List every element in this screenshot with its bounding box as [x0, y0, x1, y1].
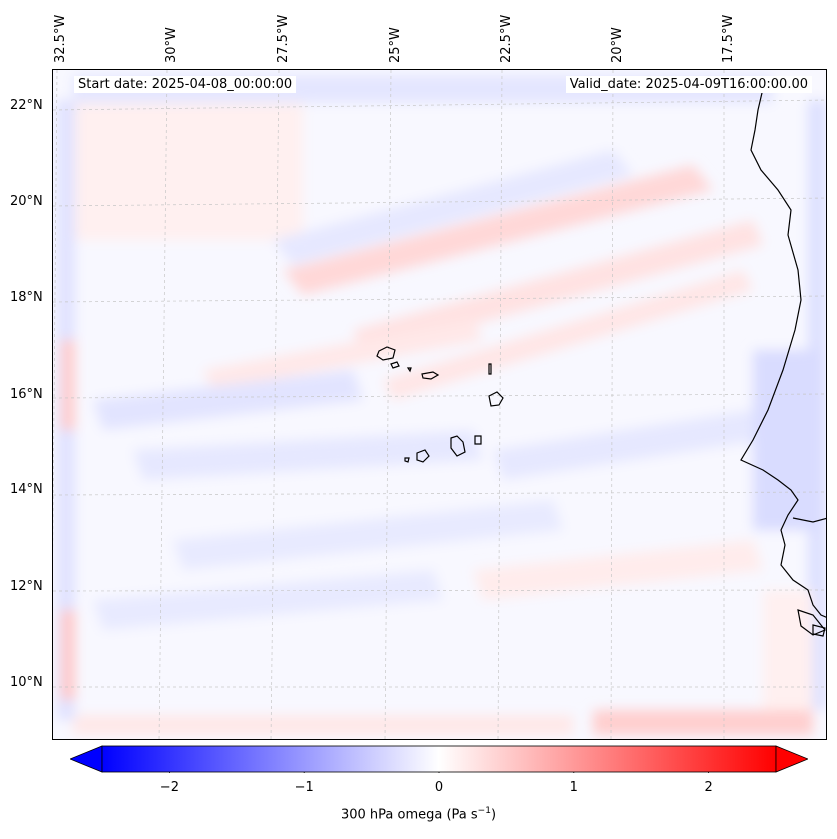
- map-panel: [52, 69, 827, 740]
- lon-label-30w: 30°W: [164, 27, 179, 63]
- colorbar-tick-label: 2: [704, 780, 713, 795]
- field-patch: [173, 500, 563, 570]
- field-patch: [353, 220, 763, 355]
- grid-line: [270, 70, 280, 739]
- colorbar-tick-label: −1: [294, 780, 314, 795]
- lon-label-32-5w: 32.5°W: [53, 14, 68, 63]
- omega-field-patches: [57, 75, 826, 735]
- lat-label-14n: 14°N: [10, 482, 43, 497]
- island-sao-nicolau: [421, 371, 440, 380]
- omega-field-map: [53, 70, 826, 739]
- field-patch: [763, 590, 813, 710]
- lat-label-12n: 12°N: [10, 579, 43, 594]
- field-patch: [63, 100, 303, 240]
- field-patch: [383, 270, 753, 400]
- lon-label-17-5w: 17.5°W: [721, 14, 736, 63]
- field-patch: [61, 610, 75, 700]
- colorbar-max-extend: [775, 745, 810, 773]
- island-santa-luzia: [406, 367, 412, 373]
- lon-label-22-5w: 22.5°W: [499, 14, 514, 63]
- colorbar-title-sup: −1: [477, 806, 491, 816]
- island-maio: [474, 435, 482, 445]
- coastline: [740, 79, 826, 637]
- gambia-river: [792, 517, 826, 523]
- island-santiago: [450, 435, 466, 457]
- colorbar-graphic: [68, 745, 810, 776]
- island-santo-antao: [376, 346, 396, 361]
- grid-line: [158, 70, 168, 739]
- lat-label-10n: 10°N: [10, 675, 43, 690]
- colorbar-tick-label: 1: [569, 780, 578, 795]
- colorbar: [68, 745, 810, 776]
- africa-coast: [740, 79, 826, 618]
- lon-label-25w: 25°W: [388, 27, 403, 63]
- cape-verde-islands: [376, 346, 504, 463]
- island-sal: [488, 363, 492, 375]
- lon-label-27-5w: 27.5°W: [276, 14, 291, 63]
- colorbar-title: 300 hPa omega (Pa s−1): [0, 806, 837, 822]
- grid-line: [384, 70, 392, 739]
- field-patch: [283, 165, 713, 295]
- field-patch: [493, 410, 763, 480]
- lat-label-22n: 22°N: [10, 98, 43, 113]
- lat-label-16n: 16°N: [10, 387, 43, 402]
- lon-label-20w: 20°W: [610, 27, 625, 63]
- field-patch: [753, 350, 823, 530]
- grid-line: [610, 70, 614, 739]
- valid-date-label: Valid_date: 2025-04-09T16:00:00.00: [565, 76, 812, 93]
- colorbar-title-prefix: 300 hPa omega (Pa s: [340, 807, 478, 823]
- start-date-label: Start date: 2025-04-08_00:00:00: [74, 76, 297, 93]
- lat-label-20n: 20°N: [10, 194, 43, 209]
- island-fogo: [416, 449, 430, 463]
- colorbar-tick-label: 0: [434, 780, 444, 795]
- field-patch: [61, 340, 75, 430]
- field-patch: [73, 715, 573, 735]
- lat-label-18n: 18°N: [10, 290, 43, 305]
- bissagos-islands: [797, 609, 826, 636]
- field-patch: [473, 540, 763, 600]
- island-brava: [404, 457, 410, 463]
- field-patch: [93, 370, 363, 430]
- colorbar-min-extend: [68, 745, 103, 773]
- bissagos-island: [812, 624, 826, 637]
- colorbar-gradient: [101, 745, 777, 773]
- grid-line: [497, 70, 503, 739]
- colorbar-tick-label: −2: [159, 780, 179, 795]
- island-sao-vicente: [390, 361, 400, 369]
- field-patch: [273, 150, 633, 265]
- colorbar-title-suffix: ): [490, 807, 497, 823]
- field-patch: [203, 320, 483, 390]
- graticule: [53, 70, 826, 739]
- field-patch: [93, 570, 443, 630]
- field-patch: [133, 430, 483, 480]
- island-boa-vista: [488, 391, 504, 407]
- field-patch: [593, 710, 813, 735]
